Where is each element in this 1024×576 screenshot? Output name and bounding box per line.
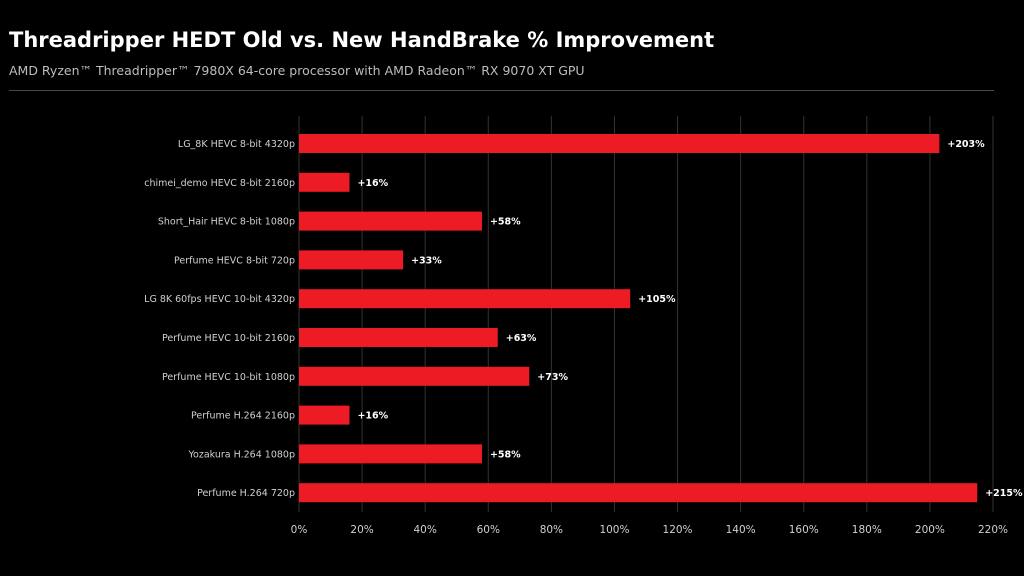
x-tick-label: 220% [978,524,1008,536]
data-label: +63% [506,333,537,344]
data-label: +215% [985,488,1023,499]
x-axis-ticks: 0% 20% 40% 60% 80% 100% 120% 140% 160% 180% 200% 22… [291,524,1008,536]
bars [299,134,977,502]
category-label: Perfume HEVC 10-bit 1080p [162,372,295,383]
x-tick-label: 120% [663,524,693,536]
data-label: +105% [638,294,676,305]
category-label: LG_8K HEVC 8-bit 4320p [178,139,295,150]
data-label: +58% [490,449,521,460]
x-tick-label: 0% [291,524,308,536]
bar [299,173,349,192]
category-label: Short_Hair HEVC 8-bit 1080p [158,217,295,228]
bar [299,406,349,425]
category-labels: LG_8K HEVC 8-bit 4320p chimei_demo HEVC 8… [144,139,295,499]
bar [299,134,939,153]
bar [299,444,482,463]
data-label: +16% [357,178,388,189]
x-tick-label: 100% [599,524,629,536]
data-label: +73% [537,372,568,383]
bar [299,250,403,269]
x-tick-label: 200% [915,524,945,536]
category-label: Perfume H.264 720p [197,488,295,499]
x-tick-label: 60% [477,524,500,536]
data-label: +16% [357,411,388,422]
category-label: Perfume HEVC 10-bit 2160p [162,333,295,344]
category-label: Yozakura H.264 1080p [188,449,296,460]
bar [299,328,498,347]
bar [299,483,977,502]
bar [299,289,630,308]
x-tick-label: 160% [789,524,819,536]
x-tick-label: 180% [852,524,882,536]
x-tick-label: 40% [414,524,437,536]
data-label: +58% [490,217,521,228]
x-tick-label: 80% [540,524,563,536]
bar [299,367,529,386]
x-tick-label: 140% [726,524,756,536]
category-label: chimei_demo HEVC 8-bit 2160p [144,178,295,189]
x-tick-label: 20% [350,524,373,536]
category-label: LG 8K 60fps HEVC 10-bit 4320p [144,294,295,305]
data-label: +33% [411,255,442,266]
bar [299,212,482,231]
data-label: +203% [947,139,985,150]
category-label: Perfume HEVC 8-bit 720p [174,255,295,266]
category-label: Perfume H.264 2160p [191,411,295,422]
